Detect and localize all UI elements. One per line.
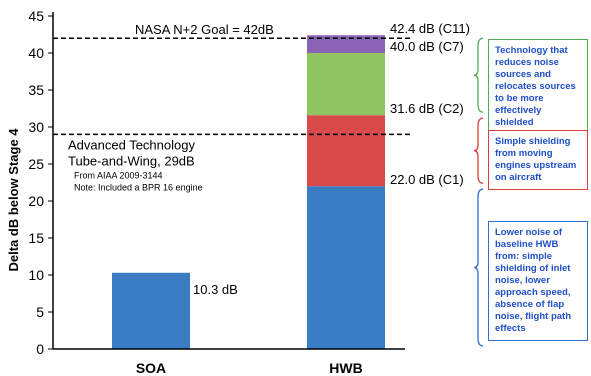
y-tick-label: 45 xyxy=(28,8,44,24)
bar-hwb-segment-4 xyxy=(307,35,385,53)
ref-label-nasa-goal: NASA N+2 Goal = 42dB xyxy=(135,22,274,37)
ref-note-line-2: Note: Included a BPR 16 engine xyxy=(74,182,203,192)
bracket-2 xyxy=(473,117,484,184)
x-tick-label-soa: SOA xyxy=(136,360,166,376)
y-tick-label: 25 xyxy=(28,156,44,172)
reference-lines: NASA N+2 Goal = 42dB Advanced TechnologyT… xyxy=(53,22,413,192)
y-tick-label: 35 xyxy=(28,82,44,98)
y-tick-label: 15 xyxy=(28,230,44,246)
x-tick-label-hwb: HWB xyxy=(329,360,362,376)
bar-hwb-segment-2 xyxy=(307,115,385,187)
bar-label-soa: 10.3 dB xyxy=(193,282,238,297)
y-axis: 0 5 10 15 20 25 30 35 40 45 xyxy=(28,8,54,357)
annotation-box-noise-reduction-tech: Technology that reduces noise sources an… xyxy=(488,39,588,135)
bar-hwb-segment-1 xyxy=(307,186,385,349)
ref-label-advanced-tech-line-2: Tube-and-Wing, 29dB xyxy=(68,153,195,168)
y-tick-label: 40 xyxy=(28,45,44,61)
bar-soa xyxy=(112,272,190,349)
y-tick-label: 10 xyxy=(28,267,44,283)
annotation-text: Technology that reduces noise sources an… xyxy=(495,45,576,128)
bars: 10.3 dB 22.0 dB (C1) 31.6 dB (C2) 40.0 dB (… xyxy=(112,21,470,349)
bracket-1 xyxy=(473,37,484,113)
bar-label-hwb-2: 31.6 dB (C2) xyxy=(390,101,464,116)
x-axis: SOA HWB xyxy=(53,348,405,376)
annotation-box-simple-shielding: Simple shielding from moving engines ups… xyxy=(488,130,588,190)
annotation-text: Simple shielding from moving engines ups… xyxy=(495,136,577,183)
bar-label-hwb-3: 40.0 dB (C7) xyxy=(390,39,464,54)
y-tick-label: 5 xyxy=(36,304,44,320)
y-tick-label: 30 xyxy=(28,119,44,135)
ref-label-advanced-tech-line-1: Advanced Technology xyxy=(68,137,195,152)
y-tick-label: 0 xyxy=(36,341,44,357)
annotation-brackets xyxy=(473,37,484,347)
y-tick-label: 20 xyxy=(28,193,44,209)
annotation-box-baseline-hwb: Lower noise of baseline HWB from: simple… xyxy=(488,221,588,341)
bar-hwb-segment-3 xyxy=(307,53,385,116)
bracket-3 xyxy=(473,188,484,347)
annotation-text: Lower noise of baseline HWB from: simple… xyxy=(495,227,571,334)
ref-note-line-1: From AIAA 2009-3144 xyxy=(74,170,163,180)
y-axis-title: Delta dB below Stage 4 xyxy=(6,128,21,272)
bar-label-hwb-4: 42.4 dB (C11) xyxy=(390,21,470,36)
bar-label-hwb-1: 22.0 dB (C1) xyxy=(390,172,464,187)
